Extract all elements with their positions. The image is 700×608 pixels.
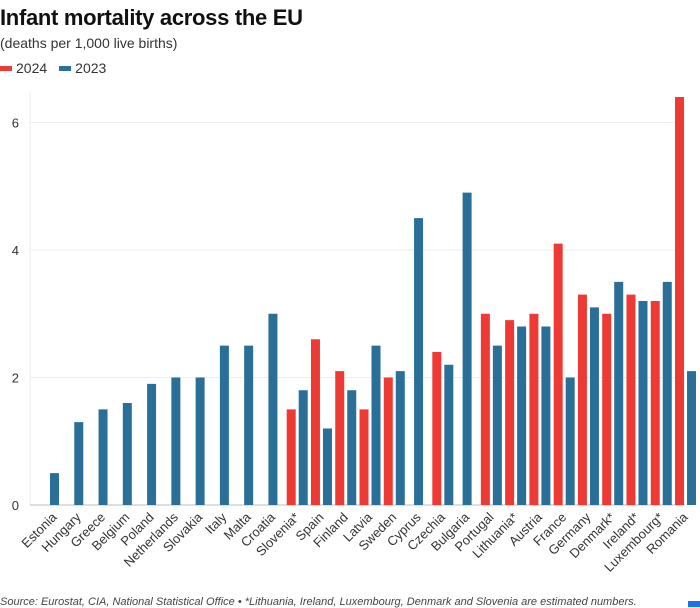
bar-2023 [219,345,229,505]
bar-2023 [147,383,157,505]
chart-title: Infant mortality across the EU [0,5,303,30]
bar-2023 [50,473,59,505]
bar-2023 [662,281,672,505]
legend-label-2024: 2024 [16,60,48,76]
bar-2024 [286,409,296,505]
bar-2024 [505,320,515,505]
bar-2024 [383,377,393,505]
bar-2023 [244,345,254,505]
bar-2024 [577,294,587,505]
legend-label-2023: 2023 [75,60,107,76]
corner-marker [688,601,700,607]
bar-2023 [414,218,424,505]
bar-2023 [171,377,181,505]
bar-2024 [529,313,539,505]
source-note: Source: Eurostat, CIA, National Statisti… [0,596,637,608]
chart-legend: 2024 2023 [0,60,118,76]
bar-2024 [650,301,660,505]
bar-2023 [492,345,502,505]
bar-2023 [347,390,357,505]
bar-2023 [638,301,648,505]
bar-2024 [553,243,563,505]
bar-2023 [517,326,527,505]
bar-2024 [480,313,490,505]
bar-2023 [298,390,308,505]
bar-2024 [626,294,636,505]
y-tick-label: 4 [12,243,19,258]
legend-swatch-2023 [59,65,72,71]
bar-2023 [395,371,405,505]
y-tick-label: 2 [12,371,19,386]
bar-2023 [371,345,381,505]
bar-2023 [74,422,84,505]
bar-2024 [675,97,685,505]
bar-2023 [444,364,454,505]
y-tick-label: 6 [12,116,19,131]
bar-2023 [589,307,599,505]
bar-2023 [268,313,278,505]
bar-2023 [687,371,697,505]
bar-2023 [565,377,575,505]
bar-2023 [614,281,624,505]
bar-2024 [432,352,442,505]
bar-2023 [322,428,332,505]
bar-2024 [602,313,612,505]
chart-subtitle: (deaths per 1,000 live births) [0,35,178,51]
bar-2023 [98,409,108,505]
bar-2023 [462,192,472,505]
bar-2024 [310,339,320,505]
legend-swatch-2024 [0,65,12,71]
y-tick-label: 0 [12,498,19,513]
legend-item-2024: 2024 [0,60,47,76]
bar-2024 [335,371,345,505]
bar-2023 [195,377,205,505]
bar-2024 [359,409,369,505]
bar-2023 [122,403,132,505]
bar-2023 [541,326,551,505]
legend-item-2023: 2023 [59,60,106,76]
